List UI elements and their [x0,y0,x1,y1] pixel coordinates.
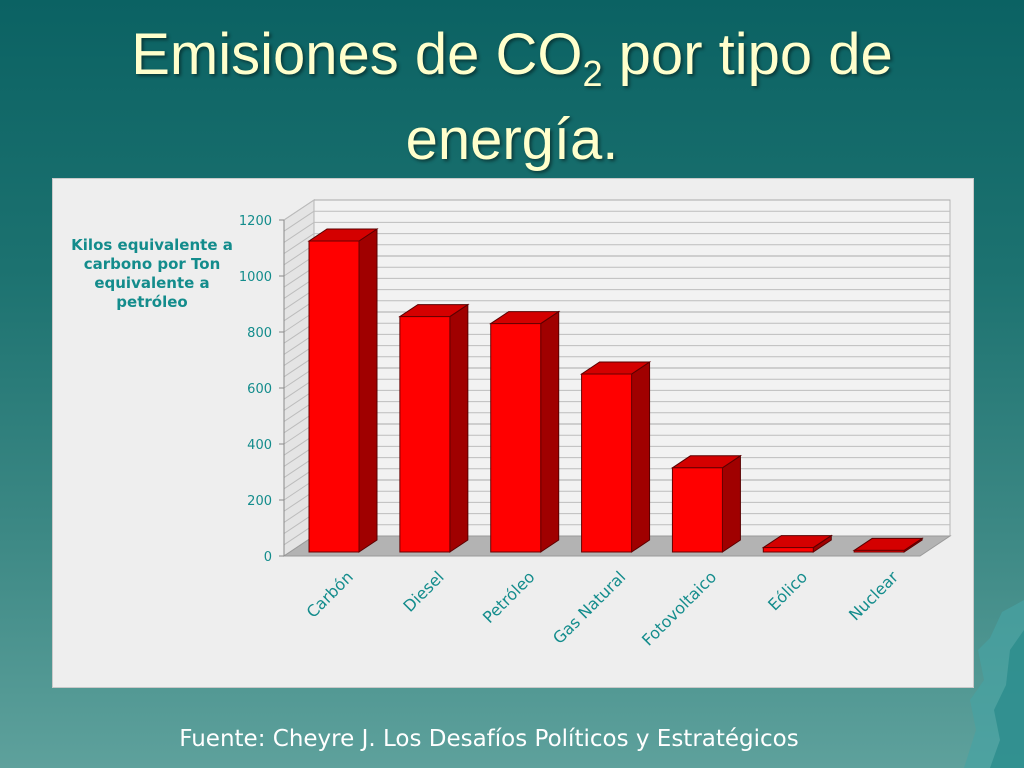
y-tick-label: 200 [247,494,272,509]
gridline-side [283,221,315,243]
x-tick-label: Gas Natural [549,567,629,647]
y-tick-label: 800 [247,326,272,341]
y-axis-label: Kilos equivalente a carbono por Ton equi… [71,236,233,311]
bar [853,549,905,553]
x-tick-label: Petróleo [479,567,539,627]
gridline-side [283,199,315,221]
bar [581,373,633,553]
x-tick-label: Fotovoltaico [638,567,720,649]
gridline-side [283,233,315,255]
y-tick-label: 1200 [239,214,272,229]
source-citation: Fuente: Cheyre J. Los Desafíos Políticos… [179,726,799,752]
bar [490,323,542,553]
x-tick-label: Nuclear [845,567,902,624]
y-tick-label: 1000 [239,270,272,285]
bar [308,240,360,553]
bar-side [358,228,378,553]
bar [671,467,723,553]
x-tick-label: Carbón [303,567,357,621]
y-tick-label: 600 [247,382,272,397]
gridline-side [283,210,315,232]
title-text-line2: energía. [405,107,619,172]
iceberg-decoration [964,600,1024,768]
bar-side [631,361,651,553]
bar-chart: 0 200 400 600 800 1000 1200 Carbón Diesel Petróle… [239,199,952,650]
y-tick-label: 0 [264,550,272,565]
slide-title: Emisiones de CO2 por tipo de energía. [0,22,1024,173]
x-tick-label: Diesel [399,567,447,615]
y-tick-label: 400 [247,438,272,453]
bar-side [721,454,741,553]
bar-side [449,303,469,553]
bar [762,547,814,553]
bar [399,316,451,553]
title-text-part1: Emisiones de CO [131,22,583,87]
bar-side [540,310,560,553]
x-tick-label: Eólico [764,567,811,614]
title-subscript: 2 [582,53,603,94]
title-text-part2: por tipo de [602,22,893,87]
